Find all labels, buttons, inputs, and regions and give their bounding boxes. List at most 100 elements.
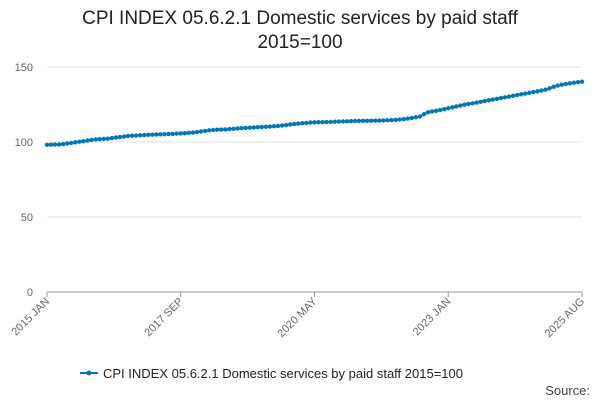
data-point[interactable]: [527, 90, 532, 96]
data-point[interactable]: [77, 139, 82, 144]
data-point[interactable]: [563, 81, 568, 87]
data-point[interactable]: [381, 118, 386, 123]
data-point[interactable]: [243, 125, 248, 131]
data-point[interactable]: [109, 135, 115, 141]
data-point[interactable]: [364, 118, 370, 124]
data-point[interactable]: [486, 98, 491, 103]
data-point[interactable]: [514, 92, 520, 98]
data-point[interactable]: [300, 121, 305, 126]
data-point[interactable]: [251, 125, 256, 130]
data-point[interactable]: [393, 117, 398, 123]
data-point[interactable]: [369, 118, 374, 123]
data-point[interactable]: [320, 120, 325, 125]
data-point[interactable]: [138, 133, 143, 138]
data-point[interactable]: [162, 132, 167, 137]
data-point[interactable]: [101, 136, 106, 142]
data-point[interactable]: [158, 132, 163, 137]
data-point[interactable]: [65, 141, 70, 146]
data-point[interactable]: [340, 119, 346, 124]
data-point[interactable]: [89, 137, 94, 143]
data-point[interactable]: [417, 114, 423, 119]
data-point[interactable]: [146, 132, 151, 137]
data-point[interactable]: [239, 126, 244, 131]
data-point[interactable]: [61, 141, 66, 147]
data-point[interactable]: [308, 120, 313, 125]
data-point[interactable]: [283, 122, 289, 128]
data-point[interactable]: [93, 137, 98, 142]
data-point[interactable]: [482, 98, 487, 104]
data-point[interactable]: [231, 126, 236, 131]
data-point[interactable]: [235, 126, 240, 131]
data-point[interactable]: [377, 118, 382, 123]
data-point[interactable]: [125, 133, 131, 139]
data-point[interactable]: [373, 118, 378, 123]
data-point[interactable]: [219, 127, 224, 132]
data-point[interactable]: [97, 136, 102, 142]
data-point[interactable]: [466, 101, 471, 107]
data-point[interactable]: [523, 91, 528, 96]
data-point[interactable]: [227, 126, 232, 132]
data-point[interactable]: [81, 139, 86, 144]
data-point[interactable]: [490, 97, 496, 102]
legend[interactable]: CPI INDEX 05.6.2.1 Domestic services by …: [80, 366, 463, 381]
data-point[interactable]: [551, 84, 556, 90]
data-point[interactable]: [360, 118, 366, 124]
data-point[interactable]: [255, 124, 260, 130]
data-point[interactable]: [433, 108, 439, 114]
data-point[interactable]: [454, 104, 459, 109]
data-point[interactable]: [174, 131, 179, 136]
data-point[interactable]: [446, 106, 451, 111]
data-point[interactable]: [429, 109, 435, 114]
data-point[interactable]: [344, 119, 350, 124]
data-point[interactable]: [324, 119, 329, 125]
data-point[interactable]: [85, 138, 90, 143]
data-point[interactable]: [478, 99, 483, 105]
data-point[interactable]: [129, 133, 135, 138]
data-point[interactable]: [142, 132, 147, 138]
data-point[interactable]: [275, 123, 281, 129]
data-point[interactable]: [531, 89, 536, 95]
data-point[interactable]: [150, 132, 155, 137]
data-point[interactable]: [287, 122, 293, 127]
data-point[interactable]: [44, 142, 50, 148]
data-point[interactable]: [555, 83, 560, 88]
data-point[interactable]: [474, 100, 479, 105]
data-point[interactable]: [190, 130, 196, 135]
data-point[interactable]: [316, 120, 321, 125]
data-point[interactable]: [198, 129, 204, 134]
data-point[interactable]: [494, 96, 500, 102]
data-point[interactable]: [223, 127, 228, 132]
data-point[interactable]: [170, 131, 175, 137]
data-point[interactable]: [206, 128, 212, 133]
data-point[interactable]: [575, 79, 581, 85]
data-point[interactable]: [559, 82, 564, 87]
data-point[interactable]: [405, 116, 410, 121]
data-point[interactable]: [336, 119, 342, 124]
data-point[interactable]: [263, 124, 269, 130]
data-point[interactable]: [437, 107, 443, 113]
data-point[interactable]: [356, 118, 362, 124]
data-point[interactable]: [498, 95, 504, 101]
data-point[interactable]: [441, 106, 447, 112]
data-point[interactable]: [113, 135, 119, 140]
data-point[interactable]: [547, 86, 552, 91]
data-point[interactable]: [413, 115, 419, 120]
data-point[interactable]: [48, 142, 54, 147]
data-point[interactable]: [385, 118, 390, 123]
data-point[interactable]: [73, 140, 78, 145]
data-point[interactable]: [543, 87, 548, 92]
data-point[interactable]: [182, 130, 188, 136]
data-point[interactable]: [397, 117, 402, 122]
data-point[interactable]: [52, 142, 58, 147]
data-point[interactable]: [121, 134, 127, 139]
data-point[interactable]: [401, 116, 406, 122]
data-point[interactable]: [535, 89, 540, 94]
data-point[interactable]: [194, 129, 200, 135]
data-point[interactable]: [296, 121, 301, 126]
data-point[interactable]: [539, 88, 544, 93]
data-point[interactable]: [389, 117, 394, 123]
data-point[interactable]: [166, 131, 171, 137]
data-point[interactable]: [579, 79, 585, 84]
data-point[interactable]: [519, 92, 524, 97]
data-point[interactable]: [458, 103, 463, 108]
